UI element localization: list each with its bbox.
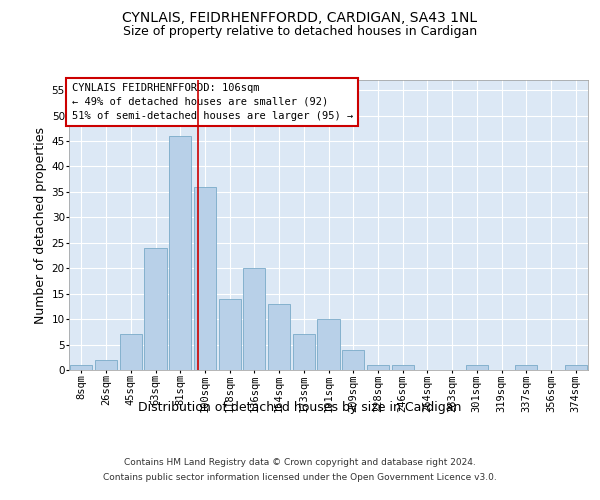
Bar (392, 365, 414, 370)
Bar (466, 365, 488, 370)
Bar (119, 334, 142, 370)
Bar (342, 350, 364, 370)
Bar (218, 299, 241, 370)
Bar (565, 365, 587, 370)
Text: CYNLAIS FEIDRHENFFORDD: 106sqm
← 49% of detached houses are smaller (92)
51% of : CYNLAIS FEIDRHENFFORDD: 106sqm ← 49% of … (71, 83, 353, 121)
Bar (515, 365, 538, 370)
Bar (243, 268, 265, 370)
Bar (367, 365, 389, 370)
Bar (169, 136, 191, 370)
Bar (317, 319, 340, 370)
Bar (70, 365, 92, 370)
Bar (194, 187, 216, 370)
Bar (145, 248, 167, 370)
Text: Contains public sector information licensed under the Open Government Licence v3: Contains public sector information licen… (103, 473, 497, 482)
Bar (95, 360, 117, 370)
Text: Size of property relative to detached houses in Cardigan: Size of property relative to detached ho… (123, 24, 477, 38)
Text: Contains HM Land Registry data © Crown copyright and database right 2024.: Contains HM Land Registry data © Crown c… (124, 458, 476, 467)
Bar (293, 334, 315, 370)
Bar (268, 304, 290, 370)
Y-axis label: Number of detached properties: Number of detached properties (34, 126, 47, 324)
Text: Distribution of detached houses by size in Cardigan: Distribution of detached houses by size … (139, 401, 461, 414)
Text: CYNLAIS, FEIDRHENFFORDD, CARDIGAN, SA43 1NL: CYNLAIS, FEIDRHENFFORDD, CARDIGAN, SA43 … (122, 10, 478, 24)
